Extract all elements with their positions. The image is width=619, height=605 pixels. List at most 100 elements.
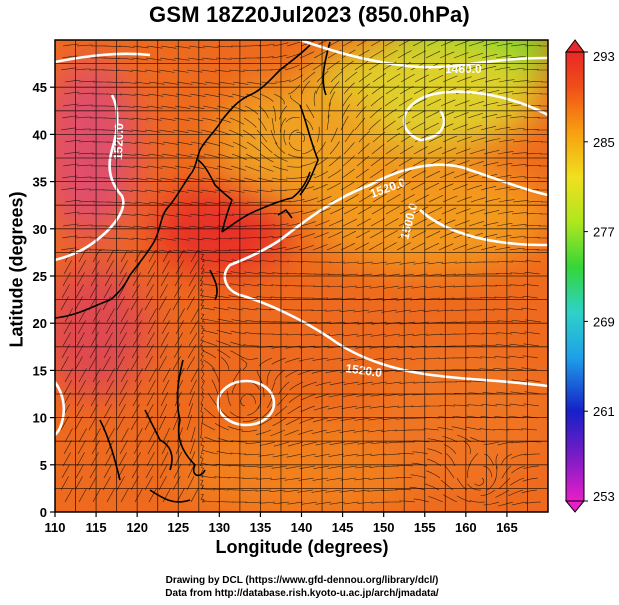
streamline bbox=[511, 319, 528, 323]
streamline bbox=[217, 93, 234, 98]
streamline bbox=[213, 488, 230, 491]
streamline bbox=[368, 417, 385, 421]
streamline bbox=[413, 498, 430, 503]
streamline bbox=[134, 250, 144, 263]
streamline bbox=[215, 117, 232, 123]
streamline bbox=[240, 358, 248, 371]
streamline bbox=[343, 501, 360, 505]
streamline bbox=[495, 115, 512, 119]
streamline bbox=[173, 117, 190, 121]
streamline bbox=[103, 404, 112, 419]
x-tick-label: 125 bbox=[167, 520, 189, 535]
streamline bbox=[326, 60, 340, 71]
streamline bbox=[410, 242, 425, 251]
streamline bbox=[482, 102, 499, 107]
streamline bbox=[474, 477, 485, 486]
streamline bbox=[455, 208, 471, 215]
streamline bbox=[104, 272, 113, 287]
streamline bbox=[103, 464, 112, 479]
streamline bbox=[271, 465, 288, 469]
y-tick-label: 15 bbox=[33, 363, 47, 378]
streamline bbox=[146, 272, 155, 287]
streamline bbox=[382, 181, 397, 191]
streamline bbox=[452, 244, 468, 251]
streamline bbox=[343, 441, 360, 445]
streamline bbox=[427, 261, 444, 265]
streamline bbox=[481, 404, 498, 407]
streamline bbox=[186, 296, 195, 311]
streamline bbox=[187, 463, 195, 479]
height-contours bbox=[55, 40, 548, 436]
streamline bbox=[134, 308, 143, 323]
streamline bbox=[204, 201, 221, 205]
streamline bbox=[342, 155, 355, 167]
streamline bbox=[340, 181, 355, 191]
streamline bbox=[283, 489, 300, 493]
streamline bbox=[117, 237, 134, 240]
streamline bbox=[508, 296, 525, 299]
streamline bbox=[75, 284, 84, 299]
streamline bbox=[161, 439, 170, 455]
streamline bbox=[146, 105, 163, 109]
streamline bbox=[369, 168, 384, 179]
streamline bbox=[202, 45, 219, 48]
streamline bbox=[200, 403, 204, 419]
streamline bbox=[439, 405, 456, 407]
streamline bbox=[522, 355, 539, 359]
streamline bbox=[497, 91, 514, 95]
streamline bbox=[438, 183, 454, 191]
streamline bbox=[327, 285, 344, 288]
streamline bbox=[511, 379, 528, 383]
streamline bbox=[116, 416, 125, 431]
streamline bbox=[343, 142, 355, 155]
streamline bbox=[494, 296, 511, 299]
streamline bbox=[312, 183, 328, 191]
streamline bbox=[189, 379, 197, 395]
streamline bbox=[61, 175, 78, 179]
streamline bbox=[256, 189, 273, 192]
streamline bbox=[200, 467, 204, 479]
streamline bbox=[480, 489, 496, 496]
streamline bbox=[176, 141, 193, 146]
streamline bbox=[470, 197, 486, 203]
streamline bbox=[229, 341, 246, 347]
streamline bbox=[77, 440, 86, 455]
streamline bbox=[385, 441, 402, 444]
streamline bbox=[496, 273, 513, 275]
streamline bbox=[229, 283, 246, 287]
streamline bbox=[328, 219, 344, 227]
streamline bbox=[285, 234, 302, 239]
streamline bbox=[467, 483, 482, 491]
streamline bbox=[521, 428, 538, 431]
streamline bbox=[203, 359, 216, 371]
streamline bbox=[339, 309, 356, 312]
streamline bbox=[173, 57, 190, 61]
streamline bbox=[230, 165, 246, 171]
streamline bbox=[60, 247, 77, 251]
streamline bbox=[270, 246, 287, 251]
streamline bbox=[102, 189, 119, 191]
streamline bbox=[511, 152, 528, 155]
streamline bbox=[357, 381, 374, 385]
streamline bbox=[256, 429, 272, 435]
streamline bbox=[508, 489, 524, 496]
streamline bbox=[285, 465, 302, 469]
streamline bbox=[493, 429, 510, 431]
streamline bbox=[145, 57, 162, 61]
streamline bbox=[203, 259, 220, 263]
contour-label: 1520.0 bbox=[111, 123, 126, 160]
streamline bbox=[201, 237, 218, 240]
streamline bbox=[202, 225, 219, 228]
streamline bbox=[172, 476, 181, 491]
streamline bbox=[494, 186, 511, 191]
streamline bbox=[327, 102, 331, 119]
streamline bbox=[160, 451, 169, 467]
streamline bbox=[301, 261, 317, 263]
streamline bbox=[521, 489, 538, 494]
streamline bbox=[507, 428, 524, 431]
streamline bbox=[399, 261, 416, 265]
streamline bbox=[120, 308, 129, 323]
streamline bbox=[302, 71, 316, 83]
streamline bbox=[480, 356, 497, 359]
